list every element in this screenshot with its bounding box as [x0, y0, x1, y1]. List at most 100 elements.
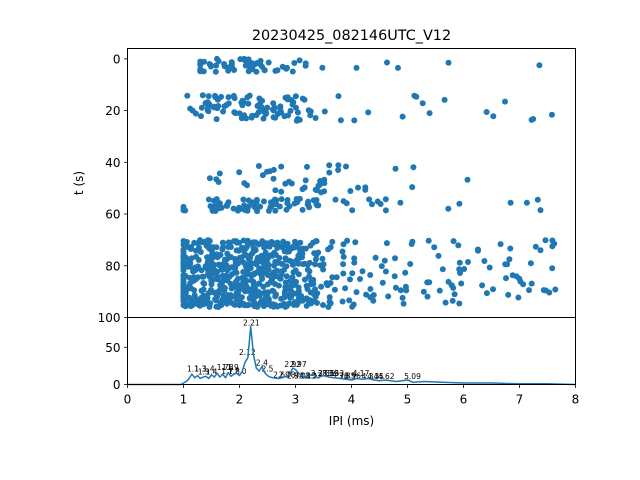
raster-point — [295, 288, 302, 294]
raster-point — [315, 182, 322, 189]
raster-point — [202, 238, 209, 245]
raster-point — [245, 100, 252, 107]
raster-point — [326, 294, 333, 301]
raster-y-axis: 0 20 40 60 80 100 — [98, 52, 128, 325]
raster-point — [215, 261, 222, 268]
raster-point — [530, 116, 537, 122]
raster-point — [180, 282, 187, 289]
raster-point — [384, 59, 390, 66]
raster-point — [224, 267, 231, 274]
raster-point — [235, 247, 242, 254]
raster-point — [382, 207, 389, 214]
raster-point — [255, 163, 262, 169]
raster-point — [212, 68, 219, 75]
raster-point — [236, 110, 243, 117]
raster-point — [370, 297, 377, 304]
raster-point — [241, 206, 248, 213]
raster-point — [382, 268, 389, 275]
raster-point — [298, 293, 305, 299]
ipi-y-tick-label: 0 — [113, 378, 121, 392]
raster-point — [439, 266, 446, 273]
raster-point — [302, 177, 309, 184]
raster-point — [300, 261, 306, 268]
raster-point — [213, 196, 220, 203]
raster-point — [265, 297, 272, 304]
raster-point — [238, 281, 245, 288]
ipi-peak-label: 1.7 — [217, 363, 229, 372]
raster-point — [197, 67, 204, 74]
ipi-y-axis: 0 50 — [105, 341, 128, 392]
raster-point — [397, 287, 404, 294]
raster-point — [262, 251, 269, 258]
raster-point — [228, 254, 234, 261]
raster-point — [189, 302, 196, 309]
raster-point — [204, 254, 211, 261]
raster-point — [306, 299, 313, 306]
raster-point — [347, 188, 354, 194]
ipi-y-tick-label: 50 — [105, 341, 120, 355]
ipi-peak-label: 1.9 — [227, 363, 239, 372]
raster-point — [379, 279, 386, 286]
raster-y-axis-label: t (s) — [72, 171, 86, 195]
raster-point — [270, 100, 277, 107]
raster-point — [233, 269, 240, 276]
raster-point — [464, 176, 471, 183]
raster-point — [213, 116, 220, 123]
raster-point — [284, 197, 291, 203]
raster-point — [542, 287, 549, 294]
raster-point — [483, 290, 490, 297]
raster-point — [332, 196, 339, 203]
raster-point — [216, 205, 223, 212]
raster-point — [349, 207, 356, 214]
raster-point — [407, 261, 414, 267]
raster-point — [240, 276, 247, 282]
raster-point — [190, 277, 197, 284]
raster-point — [198, 113, 204, 120]
raster-point — [200, 280, 207, 286]
raster-point — [292, 93, 299, 100]
raster-point — [198, 287, 205, 294]
ipi-peak-label: 3.76 — [332, 371, 349, 380]
raster-point — [221, 285, 228, 291]
raster-point — [340, 270, 347, 277]
raster-point — [326, 169, 333, 176]
ipi-peak-label: 2.69 — [273, 371, 290, 380]
raster-point — [399, 294, 406, 301]
raster-point — [537, 207, 544, 214]
raster-point — [275, 282, 282, 289]
raster-point — [318, 283, 325, 290]
ipi-peak-label: 3.39 — [322, 369, 339, 378]
raster-point — [465, 259, 471, 265]
raster-point — [424, 293, 431, 300]
raster-point — [259, 63, 266, 70]
raster-point — [382, 196, 389, 203]
raster-point — [291, 60, 298, 66]
raster-point — [245, 255, 252, 262]
raster-point — [420, 288, 427, 295]
ipi-x-tick-label: 7 — [516, 393, 524, 407]
raster-point — [278, 163, 285, 170]
raster-point — [213, 176, 220, 183]
raster-point — [311, 291, 318, 298]
raster-point — [235, 275, 241, 282]
ipi-peak-label: 1.3 — [198, 368, 210, 377]
raster-point — [273, 240, 279, 247]
raster-point — [285, 112, 292, 119]
ipi-peak-label: 2.12 — [239, 348, 256, 357]
raster-point — [198, 267, 205, 274]
ipi-panel: 1.11.31.31.41.4 1.71.81.91.71.82.02.122.2… — [105, 317, 579, 428]
raster-point — [335, 167, 342, 173]
ipi-peak-label: 1.3 — [194, 365, 206, 374]
ipi-peak-label: 3.28 — [311, 369, 328, 378]
raster-point — [225, 94, 232, 101]
raster-point — [244, 240, 251, 247]
raster-point — [286, 248, 292, 255]
raster-point — [445, 59, 452, 66]
raster-point — [209, 253, 216, 260]
raster-point — [311, 298, 317, 305]
raster-point — [351, 117, 358, 124]
raster-point — [212, 296, 219, 303]
raster-point — [288, 294, 295, 301]
raster-y-tick-label: 100 — [98, 311, 121, 325]
